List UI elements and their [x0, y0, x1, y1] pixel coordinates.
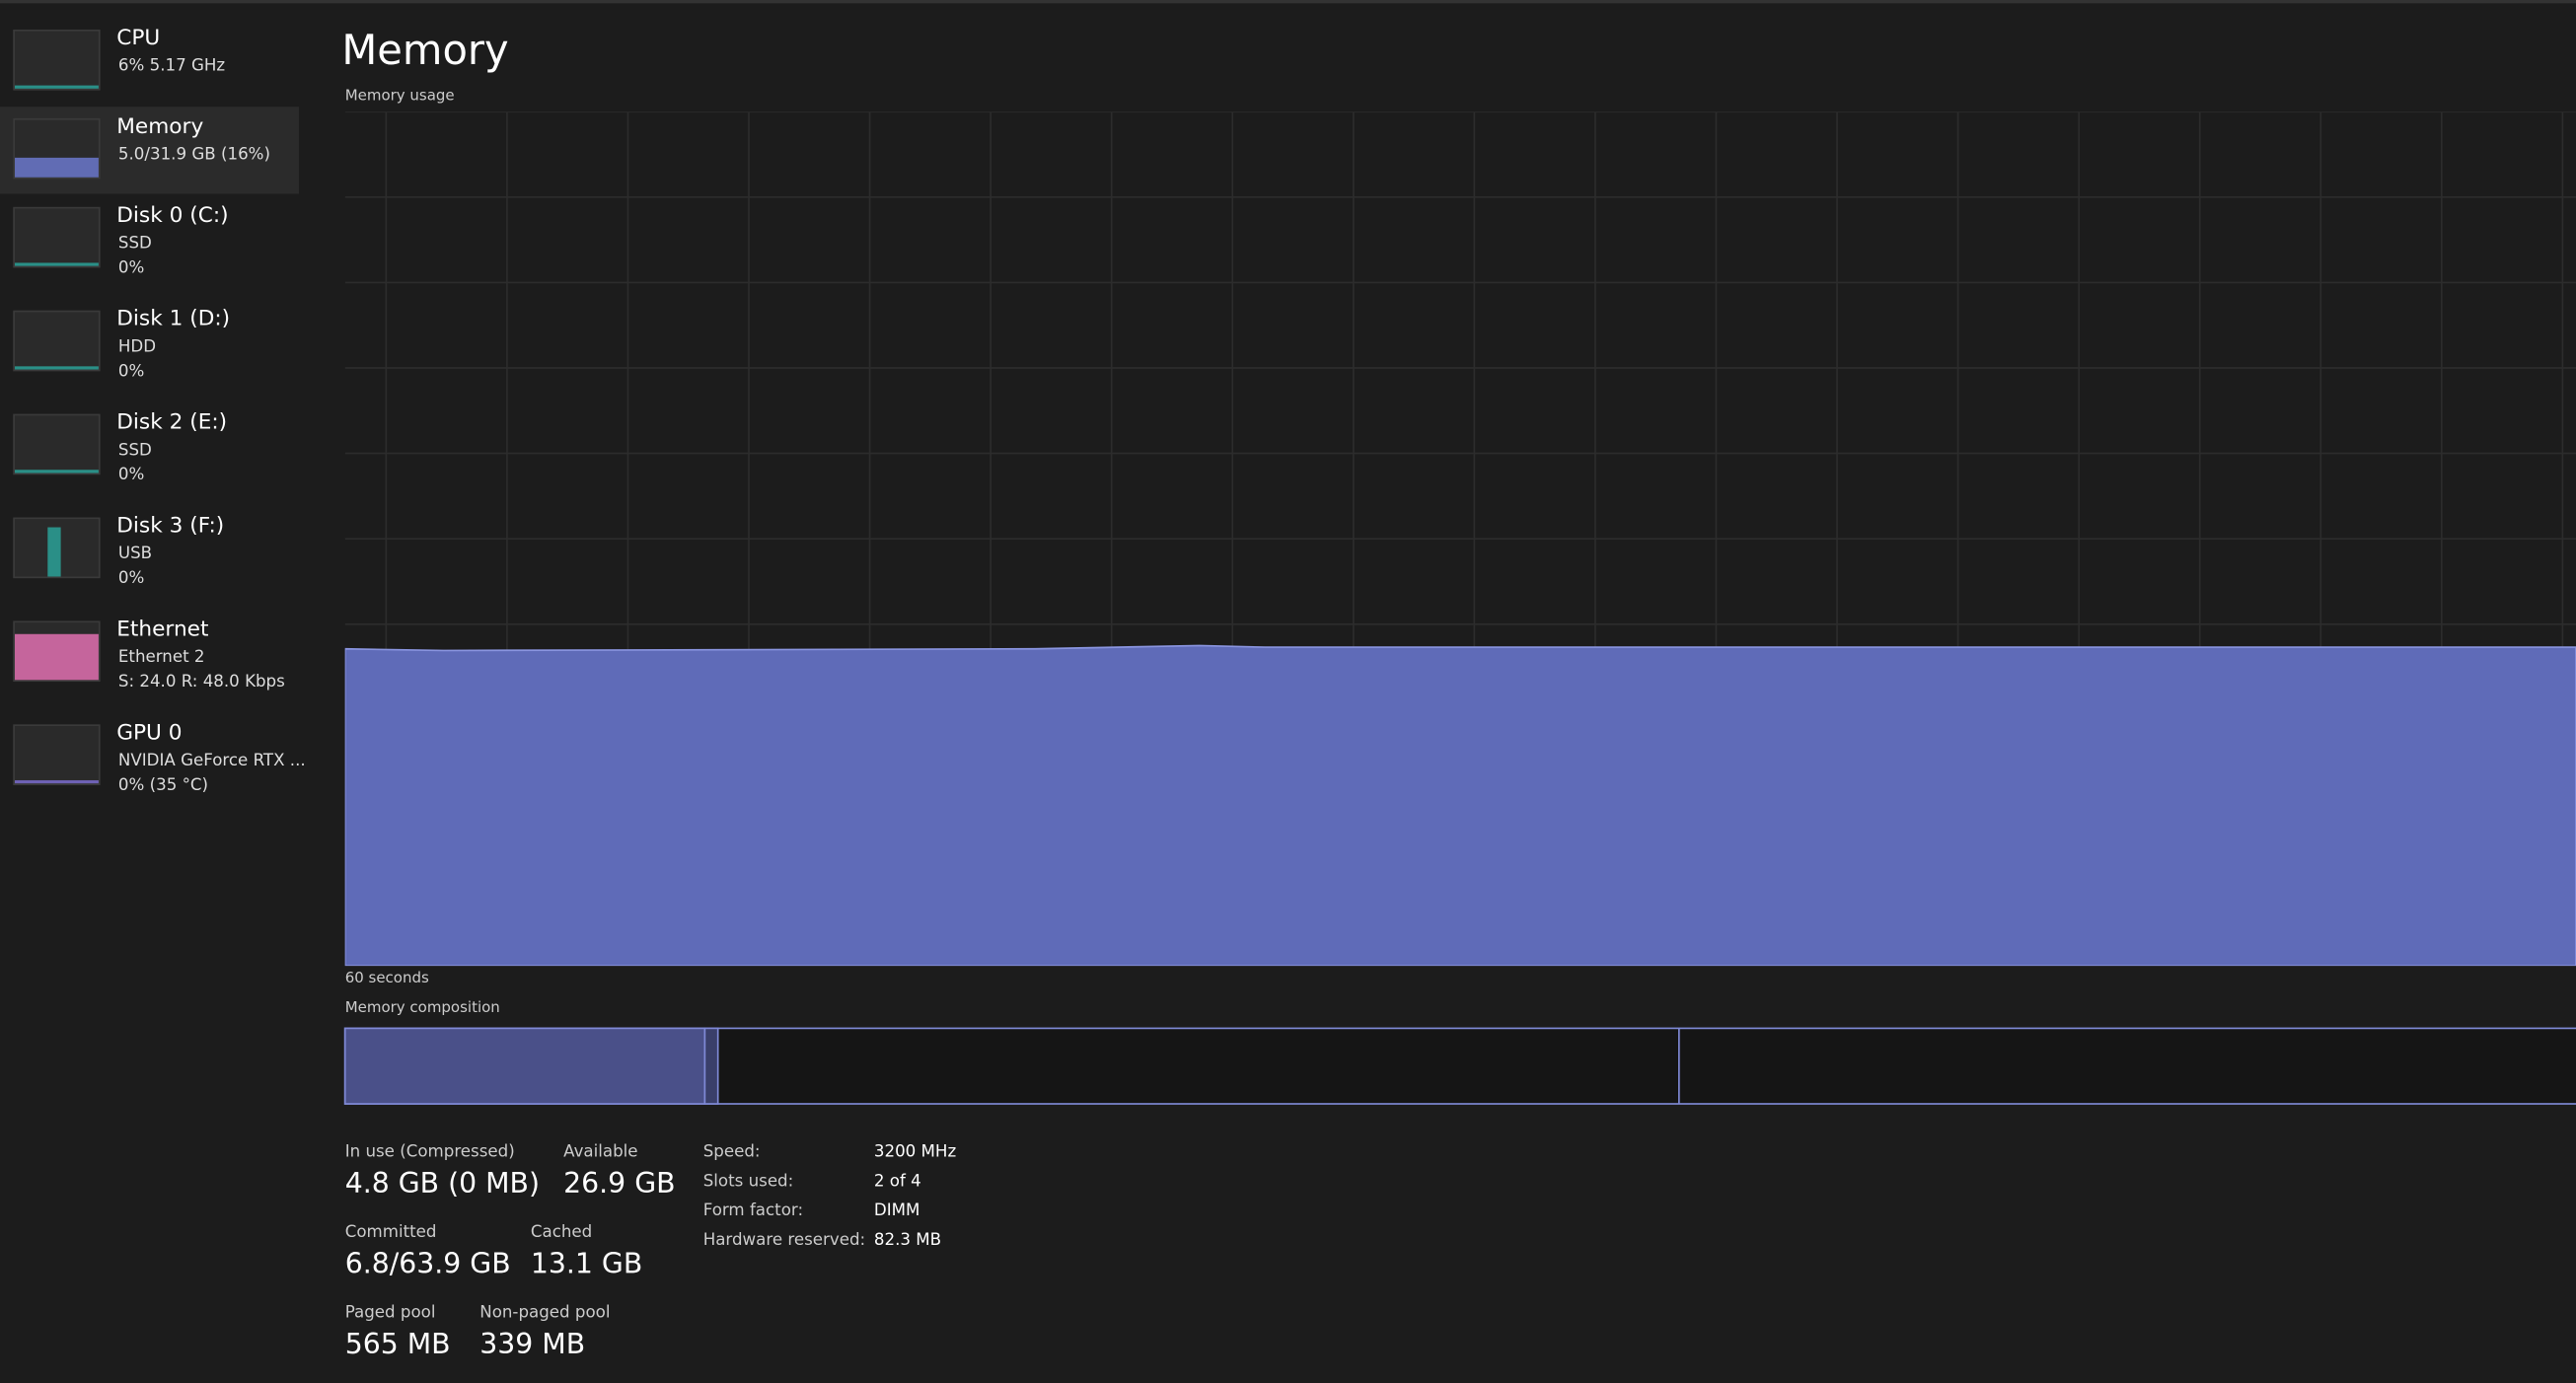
usage-area — [344, 644, 2576, 967]
detail-label: Slots used: — [702, 1172, 794, 1192]
thumbnail — [13, 517, 101, 579]
detail-value: DIMM — [873, 1201, 920, 1221]
thumbnail-fill — [14, 779, 99, 784]
stat-value: 26.9 GB — [563, 1167, 676, 1201]
item-detail: SSD — [117, 235, 152, 254]
item-detail: HDD — [117, 338, 157, 357]
detail-value: 3200 MHz — [873, 1142, 957, 1162]
stat-label: Committed — [344, 1223, 437, 1242]
detail-value: 2 of 4 — [873, 1172, 921, 1192]
item-detail: 0% — [117, 569, 145, 589]
page-title: Memory — [341, 26, 509, 74]
graph-label: Memory usage — [344, 88, 455, 106]
thumbnail-fill — [14, 157, 99, 178]
item-detail: NVIDIA GeForce RTX ... — [117, 752, 306, 770]
stat-value: 339 MB — [479, 1329, 586, 1362]
memory-graph — [344, 111, 2576, 967]
item-detail: SSD — [117, 441, 152, 461]
item-name: GPU 0 — [116, 721, 183, 747]
stat-label: Cached — [530, 1223, 593, 1242]
item-detail: 0% (35 °C) — [117, 776, 209, 795]
thumbnail — [13, 413, 101, 475]
thumbnail — [13, 206, 101, 268]
item-name: Memory — [116, 114, 204, 140]
stat-value: 4.8 GB (0 MB) — [344, 1167, 541, 1201]
thumbnail-fill — [14, 85, 99, 89]
detail-value: 82.3 MB — [873, 1231, 942, 1251]
thumbnail — [13, 117, 101, 180]
stat-value: 13.1 GB — [530, 1248, 643, 1281]
item-detail: USB — [117, 545, 153, 564]
detail-label: Hardware reserved: — [702, 1231, 866, 1251]
thumbnail — [13, 620, 101, 683]
item-detail: S: 24.0 R: 48.0 Kbps — [117, 673, 285, 692]
thumbnail — [13, 310, 101, 372]
composition-bar — [343, 1027, 2576, 1105]
item-name: Disk 2 (E:) — [116, 410, 228, 436]
item-detail: Ethernet 2 — [117, 648, 205, 668]
stat-label: Available — [563, 1142, 638, 1162]
item-name: Disk 1 (D:) — [116, 307, 231, 332]
composition-label: Memory composition — [344, 1000, 500, 1017]
item-detail: 6% 5.17 GHz — [117, 57, 226, 76]
thumbnail-fill — [14, 262, 99, 266]
item-detail: 5.0/31.9 GB (16%) — [117, 146, 271, 165]
stat-label: Paged pool — [344, 1304, 436, 1323]
thumbnail-fill — [14, 366, 99, 370]
item-name: CPU — [116, 26, 161, 51]
thumbnail-fill — [47, 527, 61, 577]
item-detail: 0% — [117, 259, 145, 278]
detail-label: Form factor: — [702, 1201, 804, 1221]
thumbnail — [13, 724, 101, 785]
item-name: Ethernet — [116, 618, 209, 643]
item-detail: 0% — [117, 363, 145, 382]
stat-label: Non-paged pool — [479, 1304, 611, 1323]
detail-label: Speed: — [702, 1142, 761, 1162]
item-name: Disk 0 (C:) — [116, 203, 229, 229]
top-border — [0, 0, 2576, 4]
time-label: 60 seconds — [344, 971, 429, 987]
stat-value: 565 MB — [344, 1329, 451, 1362]
item-name: Disk 3 (F:) — [116, 514, 225, 540]
stat-label: In use (Compressed) — [344, 1142, 515, 1162]
stat-value: 6.8/63.9 GB — [344, 1248, 511, 1281]
thumbnail-fill — [14, 470, 99, 473]
item-detail: 0% — [117, 466, 145, 485]
thumbnail — [13, 29, 101, 91]
thumbnail-fill — [14, 633, 99, 681]
